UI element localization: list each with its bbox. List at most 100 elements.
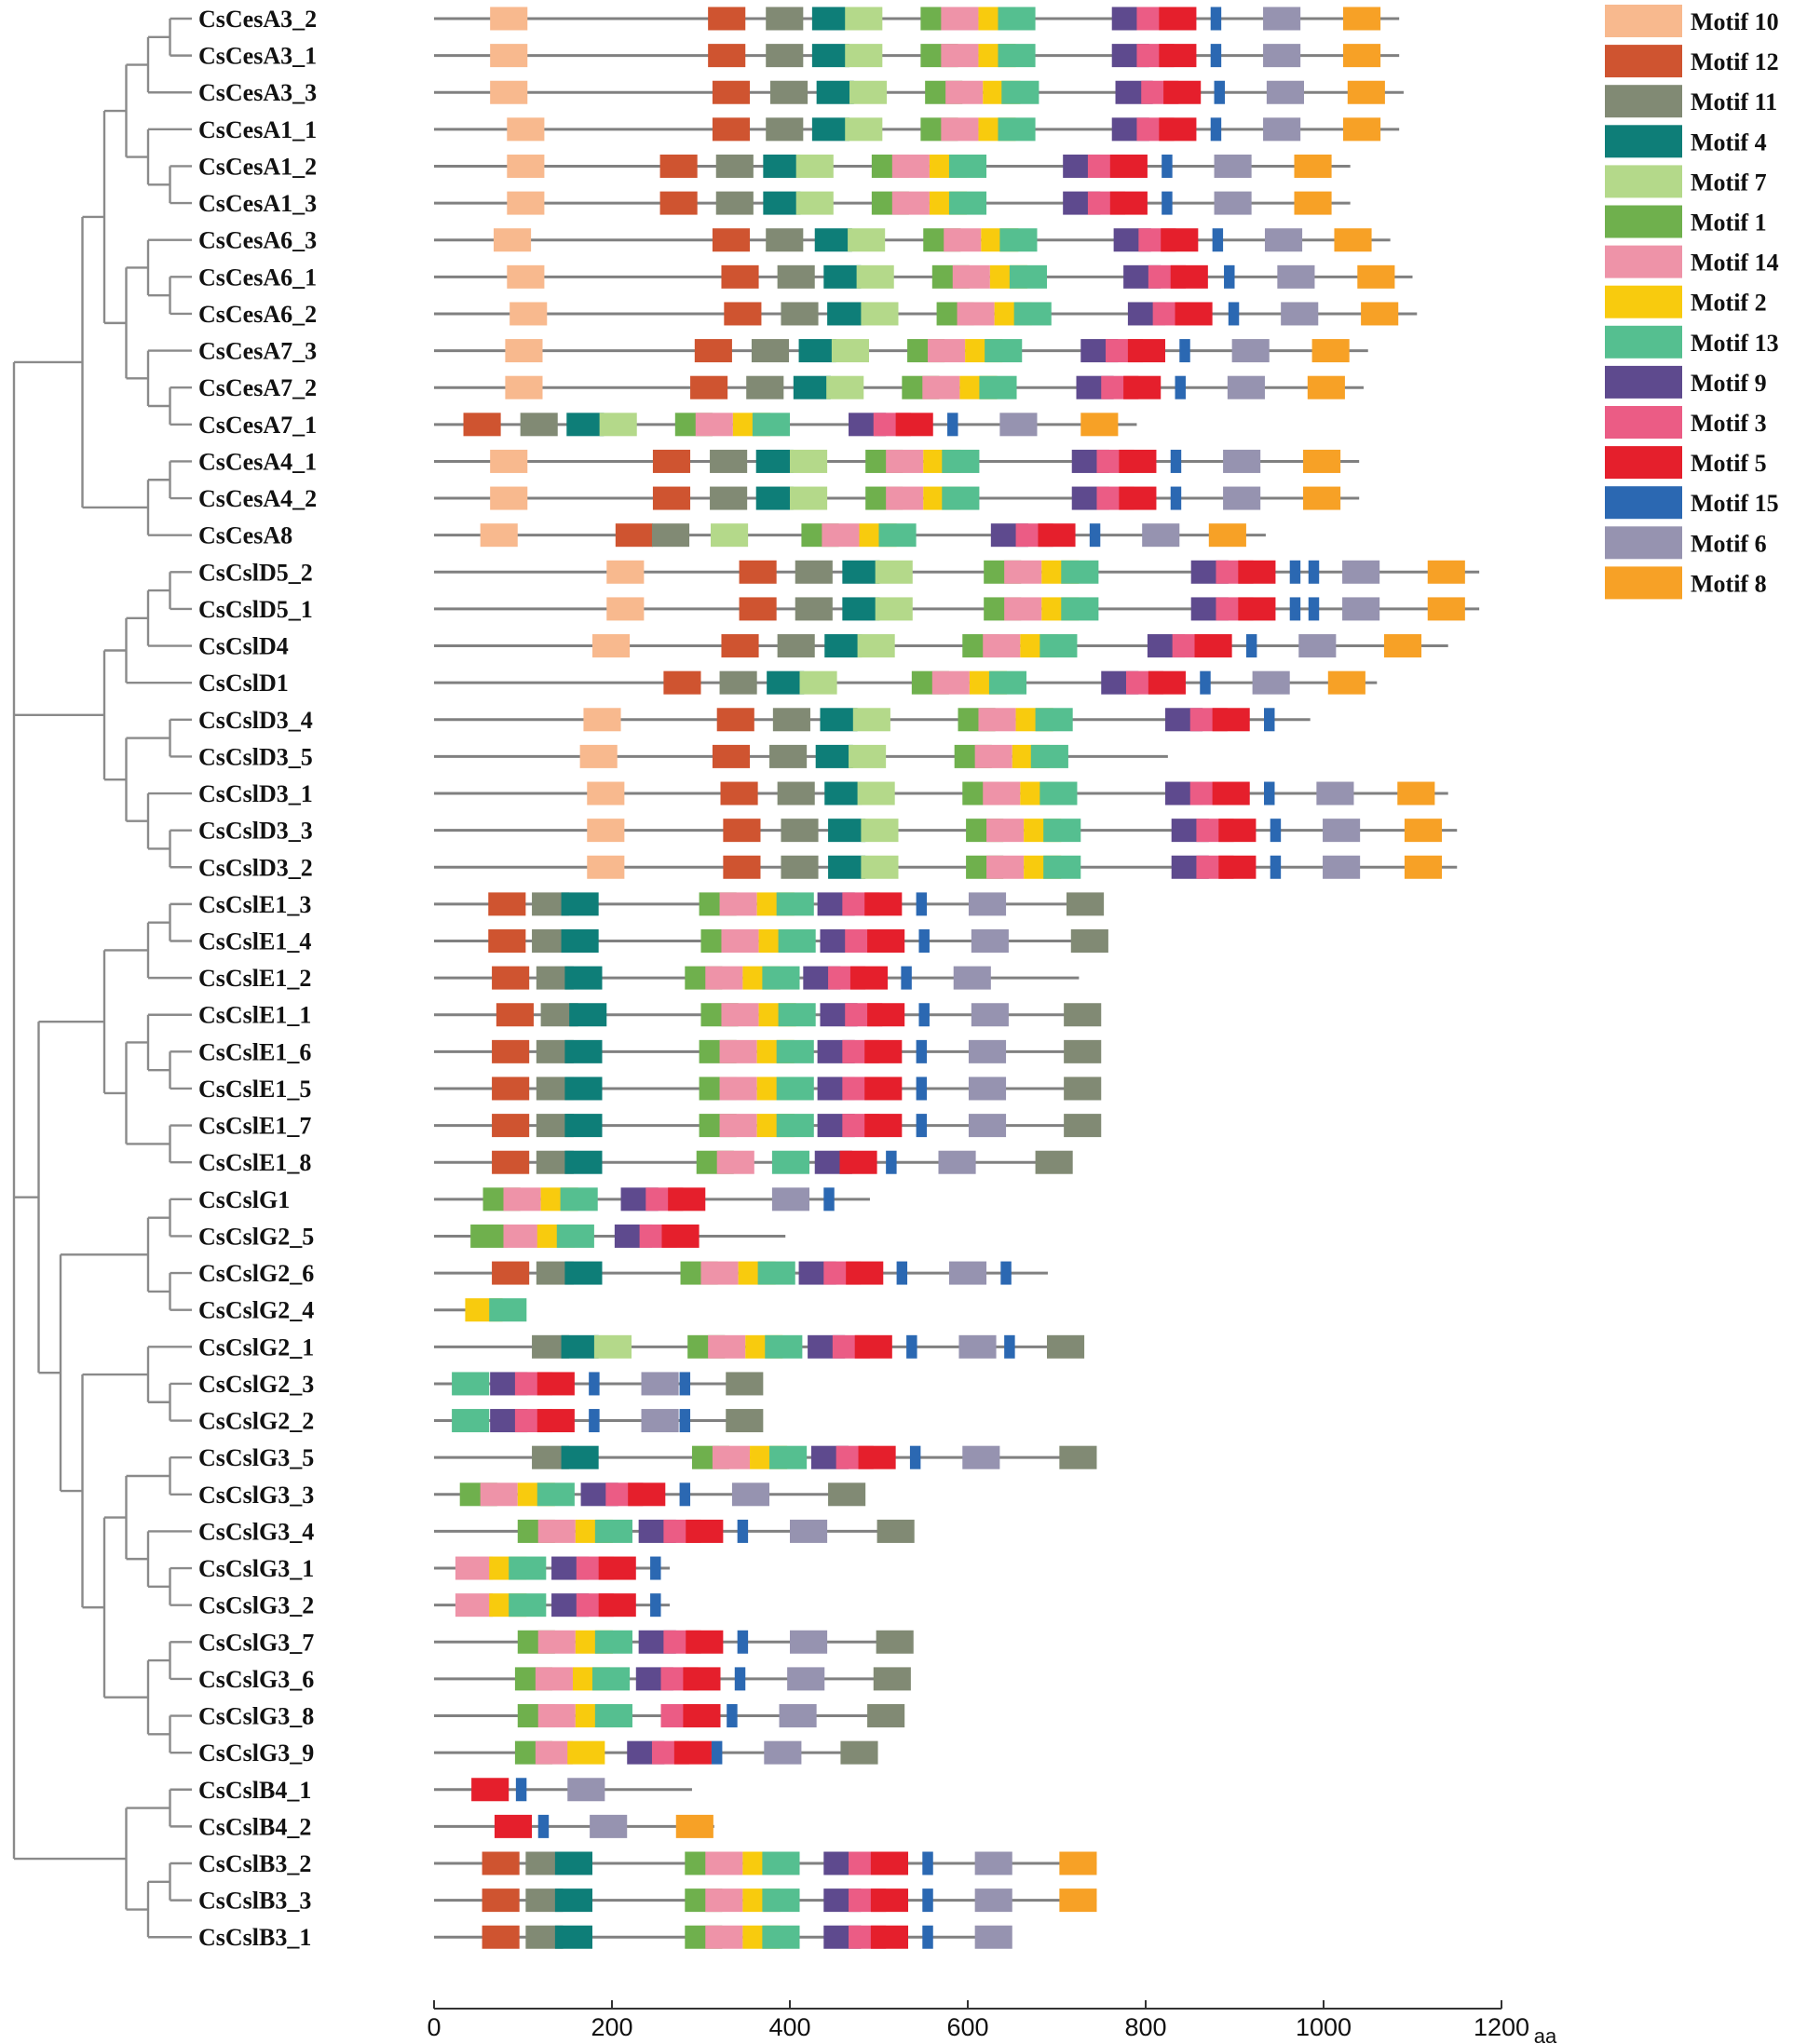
gene-track (434, 523, 1266, 548)
motif-15-box (922, 1851, 933, 1875)
motif-15-box (679, 1409, 691, 1433)
motif-5-box (1038, 523, 1076, 548)
motif-6-box (790, 1519, 828, 1543)
gene-label: CsCslB4_2 (198, 1813, 311, 1840)
motif-13-box (489, 1298, 527, 1322)
motif-8-box (1311, 339, 1350, 363)
motif-15-box (947, 413, 958, 437)
gene-track (434, 375, 1364, 399)
motif-13-box (979, 375, 1017, 399)
motif-6-box (590, 1814, 628, 1838)
motif-15-box (737, 1519, 749, 1543)
motif-6-box (771, 1187, 810, 1212)
motif-6-box (787, 1667, 825, 1691)
gene-track (434, 929, 1108, 953)
motif-15-box (1264, 781, 1275, 805)
motif-5-box (1127, 339, 1166, 363)
gene-track (434, 560, 1480, 584)
motif-12-box (723, 855, 761, 879)
legend-item: Motif 3 (1605, 406, 1767, 439)
motif-14-box (941, 44, 979, 68)
motif-5-box (1170, 264, 1208, 289)
motif-10-box (490, 486, 528, 510)
motif-8-box (1404, 819, 1443, 843)
motif-14-box (480, 1482, 518, 1507)
gene-label: CsCslB3_3 (198, 1888, 311, 1915)
motif-10-box (606, 560, 645, 584)
motif-6-box (1223, 449, 1261, 473)
gene-track (434, 1519, 915, 1543)
motif-6-box (974, 1851, 1012, 1875)
motif-13-box (452, 1409, 490, 1433)
motif-15-box (901, 966, 912, 990)
motif-11-box (1064, 1114, 1102, 1138)
motif-14-box (705, 966, 743, 990)
gene-track (434, 80, 1404, 104)
gene-track (434, 781, 1448, 805)
motif-15-box (650, 1556, 661, 1580)
motif-4-box (564, 966, 603, 990)
motif-12-box (721, 264, 759, 289)
x-tick-label: 0 (427, 2013, 441, 2041)
motif-13-box (537, 1482, 575, 1507)
motif-14-box (455, 1593, 494, 1618)
motif-13-box (776, 1039, 814, 1063)
motif-6-box (948, 1261, 987, 1285)
gene-track (434, 892, 1105, 916)
gene-label: CsCesA4_1 (198, 448, 317, 475)
gene-label: CsCslD1 (198, 670, 289, 697)
motif-13-box (1039, 781, 1078, 805)
gene-track (434, 1298, 527, 1322)
motif-5-box (1238, 597, 1276, 621)
motif-15-box (515, 1778, 527, 1802)
legend-item: Motif 9 (1605, 365, 1767, 399)
motif-14-box (822, 523, 860, 548)
gene-label: CsCslB4_1 (198, 1777, 311, 1804)
motif-12-box (659, 191, 698, 215)
motif-14-box (952, 264, 990, 289)
motif-11-box (746, 375, 784, 399)
motif-14-box (535, 1667, 573, 1691)
motif-5-box (895, 413, 933, 437)
motif-6-box (962, 1445, 1000, 1469)
motif-7-box (790, 449, 828, 473)
gene-label: CsCslE1_8 (198, 1149, 311, 1176)
motif-14-box (705, 1888, 743, 1913)
motif-8-box (1343, 44, 1381, 68)
gene-label: CsCslG2_1 (198, 1333, 314, 1360)
motif-13-box (1043, 855, 1081, 879)
motif-5-box (471, 1778, 509, 1802)
motif-12-box (712, 117, 751, 142)
motif-14-box (537, 1519, 576, 1543)
motif-8-box (1343, 117, 1381, 142)
motif-5-box (673, 1740, 712, 1765)
motif-12-box (739, 560, 777, 584)
motif-6-box (1323, 855, 1361, 879)
gene-label: CsCslG3_4 (198, 1518, 314, 1545)
legend-label: Motif 7 (1691, 169, 1767, 196)
motif-6-box (1298, 634, 1337, 658)
motif-12-box (492, 1261, 530, 1285)
motif-14-box (537, 1704, 576, 1728)
motif-4-box (811, 7, 849, 31)
motif-8-box (1059, 1851, 1097, 1875)
motif-2-box (567, 1740, 605, 1765)
motif-8-box (1208, 523, 1246, 548)
legend-item: Motif 13 (1605, 325, 1779, 359)
motif-13-box (769, 1445, 808, 1469)
motif-4-box (564, 1150, 603, 1174)
motif-12-box (659, 154, 698, 178)
motif-14-box (886, 449, 924, 473)
gene-track (434, 1372, 764, 1396)
legend-item: Motif 4 (1605, 125, 1767, 158)
motif-5-box (1212, 781, 1250, 805)
motif-11-box (781, 302, 819, 326)
gene-track (434, 413, 1137, 437)
motif-5-box (849, 966, 889, 990)
motif-5-box (846, 1261, 884, 1285)
gene-track (434, 339, 1368, 363)
motif-5-box (1119, 486, 1157, 510)
motif-12-box (723, 819, 761, 843)
motif-13-box (942, 449, 980, 473)
gene-track (434, 634, 1448, 658)
